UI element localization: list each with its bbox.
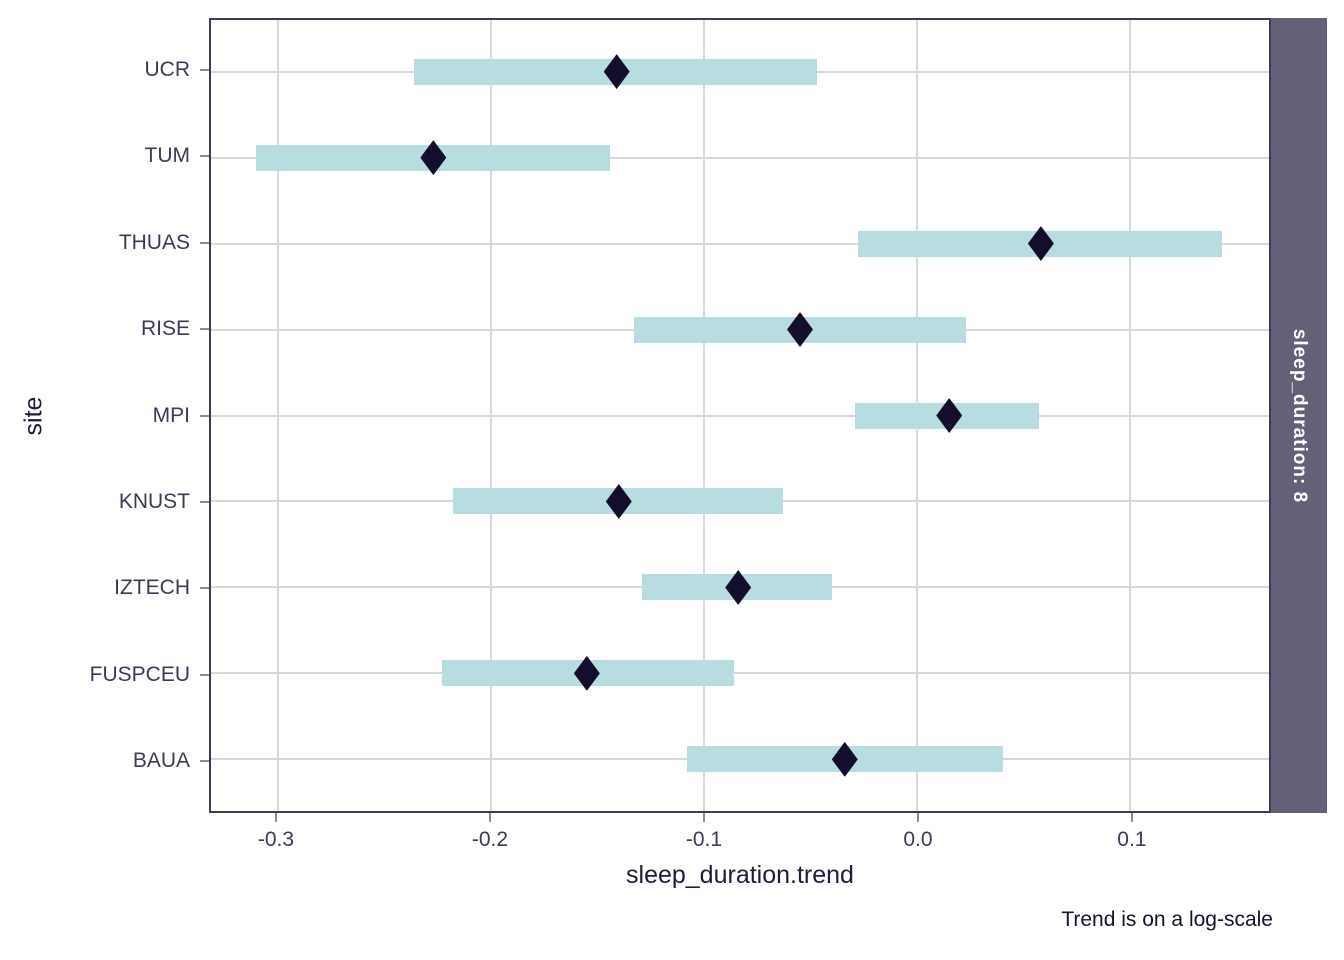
y-axis-label-mpi: MPI [152,403,190,427]
y-axis-label-baua: BAUA [132,749,190,773]
y-tick-mark [200,328,209,331]
y-axis-label-iztech: IZTECH [114,576,190,600]
y-tick-mark [200,155,209,158]
x-tick-label: 0.1 [1117,828,1147,851]
x-tick-mark [488,813,491,822]
facet-strip-label: sleep_duration: 8 [1289,328,1310,503]
y-axis-label-thuas: THUAS [118,230,190,254]
x-tick-label: -0.3 [257,828,295,851]
y-axis-label-tum: TUM [144,144,191,168]
x-tick-label: -0.2 [471,828,509,851]
y-axis-label-ucr: UCR [144,57,191,81]
x-axis-title: sleep_duration.trend [626,861,854,889]
y-tick-mark [200,673,209,676]
y-tick-mark [200,760,209,763]
y-tick-mark [200,68,209,71]
x-tick-mark [274,813,277,822]
y-axis-label-fuspceu: FUSPCEU [89,662,190,686]
y-gridline [211,414,1269,417]
y-gridline [211,242,1269,245]
y-tick-mark [200,414,209,417]
y-axis-label-knust: KNUST [118,489,190,513]
x-tick-mark [916,813,919,822]
x-tick-label: 0.0 [903,828,933,851]
y-tick-mark [200,241,209,244]
y-tick-mark [200,500,209,503]
plot-panel [209,18,1271,813]
facet-strip: sleep_duration: 8 [1271,18,1327,813]
y-gridline [211,156,1269,159]
y-axis-label-rise: RISE [140,317,190,341]
caption-note: Trend is on a log-scale [1061,908,1273,931]
y-tick-mark [200,587,209,590]
y-gridline [211,672,1269,675]
x-tick-mark [702,813,705,822]
x-tick-label: -0.1 [685,828,723,851]
x-tick-mark [1130,813,1133,822]
